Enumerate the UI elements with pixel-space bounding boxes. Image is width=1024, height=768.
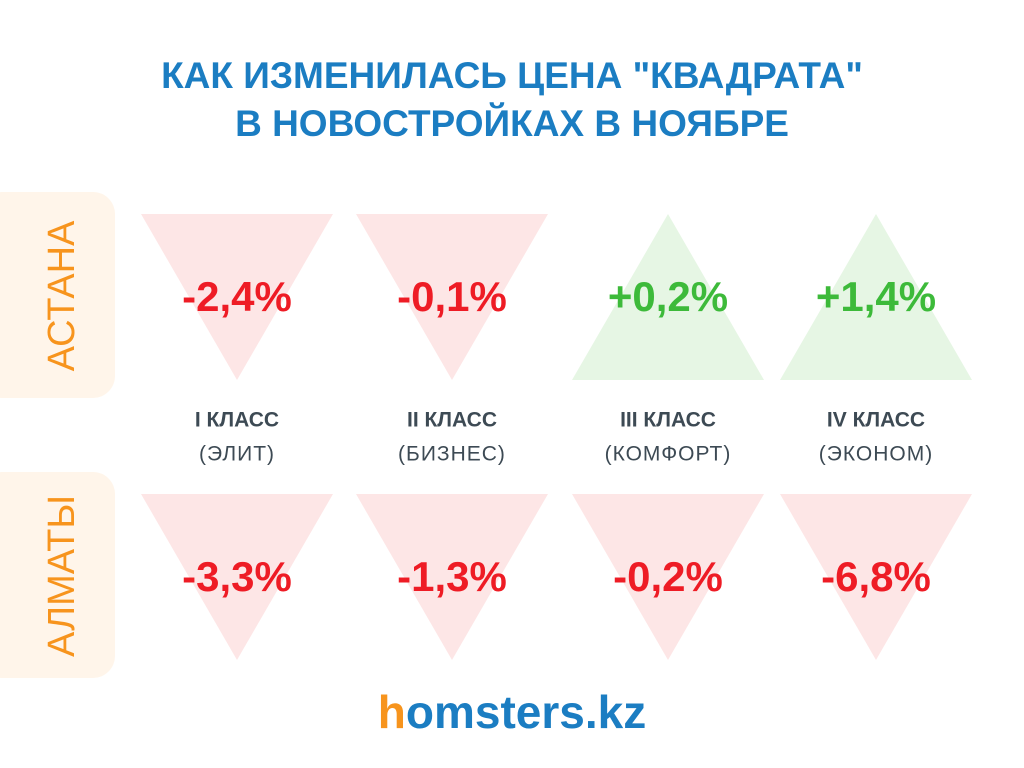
triangle-down <box>141 214 333 380</box>
row-label: АЛМАТЫ <box>41 495 83 657</box>
triangle-down <box>356 214 548 380</box>
change-value: -0,1% <box>397 273 507 320</box>
change-value: +0,2% <box>608 273 728 320</box>
row-label: АСТАНА <box>41 220 83 371</box>
triangle-down <box>141 494 333 660</box>
triangle-up <box>572 214 764 380</box>
class-note: (ЭКОНОМ) <box>819 443 933 466</box>
change-value: +1,4% <box>816 273 936 320</box>
triangle-up <box>780 214 972 380</box>
logo-mark: h <box>378 686 406 738</box>
class-name: IV КЛАСС <box>827 409 925 432</box>
logo-text: omsters.kz <box>406 686 646 738</box>
side-box <box>0 192 115 398</box>
change-value: -6,8% <box>821 553 931 600</box>
side-box <box>0 472 115 678</box>
logo: homsters.kz <box>378 686 646 738</box>
class-note: (ЭЛИТ) <box>199 443 275 466</box>
triangle-down <box>780 494 972 660</box>
change-value: -0,2% <box>613 553 723 600</box>
change-value: -1,3% <box>397 553 507 600</box>
change-value: -3,3% <box>182 553 292 600</box>
triangle-down <box>572 494 764 660</box>
triangle-down <box>356 494 548 660</box>
title-line: КАК ИЗМЕНИЛАСЬ ЦЕНА "КВАДРАТА" <box>161 55 863 96</box>
class-note: (КОМФОРТ) <box>605 443 732 466</box>
change-value: -2,4% <box>182 273 292 320</box>
title-line: В НОВОСТРОЙКАХ В НОЯБРЕ <box>235 102 789 144</box>
class-name: II КЛАСС <box>407 409 497 432</box>
class-note: (БИЗНЕС) <box>398 443 506 466</box>
class-name: III КЛАСС <box>620 409 716 432</box>
class-name: I КЛАСС <box>195 409 279 432</box>
